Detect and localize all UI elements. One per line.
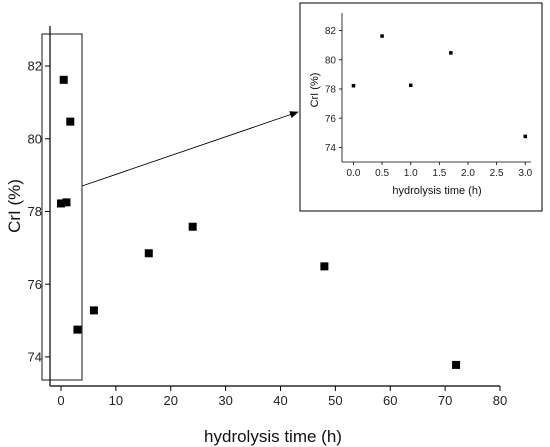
inset-x-tick-label: 2.0 — [461, 168, 475, 179]
main-x-tick-label: 20 — [163, 393, 177, 408]
inset-x-tick-label: 1.5 — [432, 168, 446, 179]
main-x-tick-label: 30 — [218, 393, 232, 408]
inset-y-tick-label: 78 — [325, 85, 337, 96]
zoom-arrow — [81, 111, 299, 187]
main-data-point — [89, 306, 98, 315]
inset-plot: 0.0 0.5 1.0 1.5 2.0 2.5 3.0 74 76 78 80 82 hydroly… — [299, 2, 543, 212]
main-y-tick-label: 80 — [28, 131, 42, 146]
inset-x-tick-label: 2.5 — [490, 168, 504, 179]
main-plot: 0 10 20 30 40 50 60 70 80 74 76 78 80 82 hydrolysis … — [5, 26, 507, 446]
inset-x-axis-title: hydrolysis time (h) — [392, 185, 481, 197]
inset-data-points — [351, 34, 528, 139]
main-data-point — [320, 262, 329, 271]
main-x-axis-title: hydrolysis time (h) — [204, 427, 342, 446]
inset-data-point — [380, 34, 384, 38]
main-data-point — [59, 75, 68, 84]
inset-x-tick-label: 0.5 — [375, 168, 389, 179]
main-y-tick-label: 74 — [28, 350, 42, 365]
inset-y-tick-label: 80 — [325, 55, 337, 66]
inset-y-tick-label: 82 — [325, 26, 337, 37]
inset-x-tick-label: 1.0 — [404, 168, 418, 179]
inset-data-point — [523, 134, 528, 139]
main-x-ticks: 0 10 20 30 40 50 60 70 80 — [57, 386, 507, 408]
main-y-ticks: 74 76 78 80 82 — [28, 59, 50, 365]
inset-frame — [299, 2, 543, 212]
inset-x-tick-label: 0.0 — [347, 168, 361, 179]
main-y-tick-label: 78 — [28, 204, 42, 219]
main-x-tick-label: 70 — [438, 393, 452, 408]
main-data-point — [56, 199, 65, 208]
main-data-point — [73, 325, 82, 334]
main-x-tick-label: 40 — [273, 393, 287, 408]
inset-y-ticks: 74 76 78 80 82 — [325, 26, 342, 154]
inset-x-ticks: 0.0 0.5 1.0 1.5 2.0 2.5 3.0 — [347, 162, 533, 179]
inset-data-point — [351, 83, 356, 88]
main-data-point — [144, 249, 153, 258]
main-x-tick-label: 50 — [328, 393, 342, 408]
main-y-axis-title: CrI (%) — [5, 179, 24, 233]
main-y-tick-label: 76 — [28, 277, 42, 292]
main-x-tick-label: 60 — [383, 393, 397, 408]
inset-x-tick-label: 3.0 — [518, 168, 532, 179]
main-y-tick-label: 82 — [28, 59, 42, 74]
inset-data-point — [449, 51, 453, 55]
highlight-box — [41, 33, 83, 381]
main-x-tick-label: 80 — [493, 393, 507, 408]
main-x-tick-label: 0 — [57, 393, 64, 408]
inset-y-axis-title: CrI (%) — [309, 73, 321, 108]
main-data-point — [62, 198, 71, 207]
inset-y-tick-label: 76 — [325, 114, 337, 125]
inset-y-tick-label: 74 — [325, 143, 337, 154]
main-data-point — [188, 222, 197, 231]
main-data-points — [56, 75, 461, 369]
main-data-point — [66, 117, 75, 126]
main-x-tick-label: 10 — [109, 393, 123, 408]
main-data-point — [452, 360, 461, 369]
inset-data-point — [408, 83, 413, 88]
